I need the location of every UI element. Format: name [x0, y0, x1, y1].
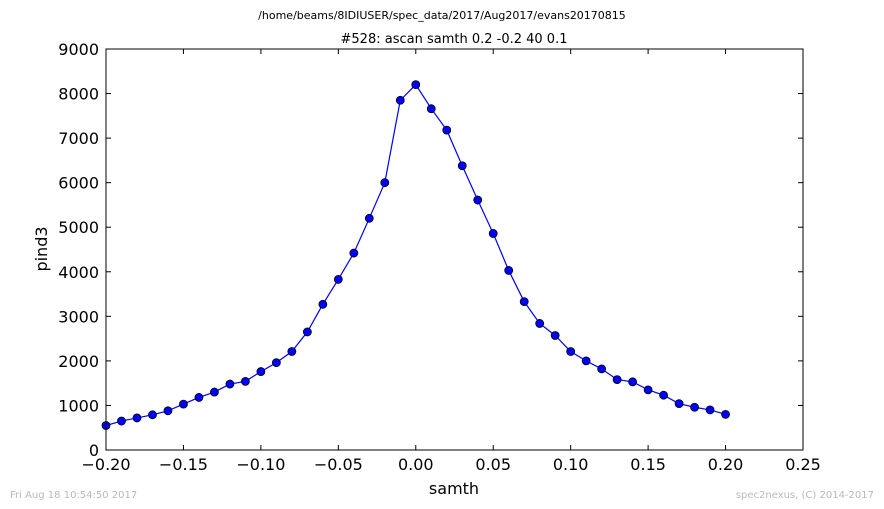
data-point	[581, 356, 591, 366]
y-tick-label: 4000	[58, 263, 99, 282]
x-tick-label: 0.20	[708, 455, 744, 474]
data-point	[643, 385, 653, 395]
y-axis-ticks: 0 1000 2000 3000 4000 5000 6000 7000 8000 9000	[58, 40, 803, 460]
plot-area	[101, 80, 730, 430]
data-point	[395, 95, 405, 105]
x-tick-label: 0.05	[475, 455, 511, 474]
data-point	[179, 399, 188, 409]
data-point	[473, 195, 483, 205]
data-point	[194, 393, 204, 402]
data-point	[302, 327, 312, 337]
data-point	[705, 405, 715, 415]
data-point	[628, 377, 638, 387]
y-axis-label: pind3	[32, 226, 51, 271]
data-point	[318, 299, 328, 309]
y-tick-label: 0	[89, 441, 99, 460]
data-point	[411, 80, 421, 90]
axes-frame	[105, 48, 804, 451]
data-point	[535, 319, 545, 328]
x-tick-label: −0.05	[314, 455, 363, 474]
data-point	[721, 409, 730, 419]
data-point	[659, 390, 668, 400]
data-point	[426, 104, 436, 114]
data-point	[364, 213, 374, 223]
data-point	[380, 178, 390, 188]
x-axis-label: samth	[429, 479, 479, 498]
data-point	[550, 331, 560, 340]
data-point	[690, 402, 699, 412]
y-tick-label: 7000	[58, 129, 99, 148]
y-tick-label: 2000	[58, 352, 99, 371]
data-point	[488, 229, 498, 238]
data-point	[271, 358, 281, 368]
y-tick-label: 1000	[58, 396, 99, 415]
data-point	[117, 416, 126, 426]
x-tick-label: 0.10	[553, 455, 589, 474]
data-point	[210, 387, 219, 397]
footer-credit: spec2nexus, (C) 2014-2017	[736, 490, 874, 501]
footer-timestamp: Fri Aug 18 10:54:50 2017	[10, 490, 137, 501]
x-tick-label: 0.25	[785, 455, 821, 474]
data-point	[597, 364, 607, 374]
data-point	[349, 248, 359, 258]
x-axis-ticks: −0.20 −0.15 −0.10 −0.05 0.00 0.05 0.10 0.15 0.20…	[81, 49, 821, 474]
chart-title: #528: ascan samth 0.2 -0.2 40 0.1	[341, 32, 568, 47]
y-tick-label: 6000	[58, 174, 99, 193]
y-tick-label: 9000	[58, 40, 99, 59]
data-point	[519, 297, 529, 307]
chart-suptitle: /home/beams/8IDIUSER/spec_data/2017/Aug2…	[258, 9, 626, 22]
x-tick-label: −0.10	[236, 455, 285, 474]
series-line	[105, 83, 726, 427]
data-point	[674, 399, 684, 409]
x-tick-label: 0.00	[398, 455, 434, 474]
x-tick-label: −0.15	[159, 455, 208, 474]
data-point	[504, 266, 514, 275]
x-tick-label: −0.20	[81, 455, 130, 474]
data-point	[566, 347, 576, 356]
y-tick-label: 5000	[58, 218, 99, 237]
data-point	[225, 379, 235, 389]
data-point	[132, 413, 142, 423]
y-tick-label: 8000	[58, 85, 99, 104]
data-point	[442, 125, 452, 135]
data-point	[612, 375, 622, 385]
data-point	[240, 376, 250, 386]
data-point	[287, 347, 297, 356]
data-point	[333, 274, 343, 284]
data-point	[148, 410, 157, 420]
data-point	[163, 406, 173, 416]
data-point	[256, 367, 266, 376]
x-tick-label: 0.15	[630, 455, 666, 474]
y-tick-label: 3000	[58, 307, 99, 326]
data-point	[457, 161, 467, 171]
